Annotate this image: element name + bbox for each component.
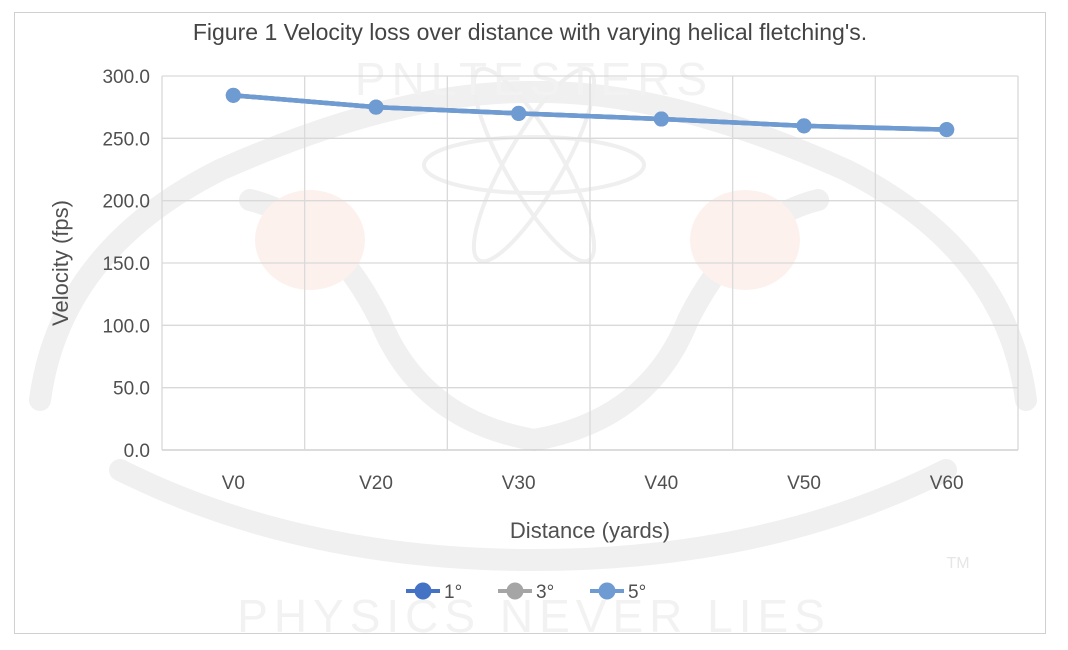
legend-label: 5° <box>628 582 646 603</box>
y-tick-label: 50.0 <box>113 379 150 400</box>
x-tick-label: V40 <box>644 473 678 494</box>
legend-marker <box>414 582 432 600</box>
x-axis-title: Distance (yards) <box>510 518 670 543</box>
legend-label: 3° <box>536 582 554 603</box>
data-point <box>939 122 955 138</box>
legend-marker <box>598 582 616 600</box>
legend-label: 1° <box>444 582 462 603</box>
y-tick-label: 200.0 <box>102 192 150 213</box>
x-axis-ticks: V0 V20 V30 V40 V50 V60 <box>222 473 964 494</box>
legend-item: 3° <box>498 582 554 603</box>
watermark-bottom-text: PHYSICS NEVER LIES <box>237 590 831 642</box>
watermark-top-text: PNLTESTERS <box>355 53 713 105</box>
data-point <box>511 105 527 121</box>
y-tick-label: 250.0 <box>102 129 150 150</box>
x-tick-label: V50 <box>787 473 821 494</box>
y-tick-label: 150.0 <box>102 254 150 275</box>
data-point <box>368 99 384 115</box>
y-axis-ticks: 0.0 50.0 100.0 150.0 200.0 250.0 300.0 <box>102 67 150 462</box>
series-line <box>231 93 949 132</box>
legend-marker <box>506 582 524 600</box>
x-tick-label: V0 <box>222 473 245 494</box>
data-point <box>796 118 812 134</box>
y-tick-label: 300.0 <box>102 67 150 88</box>
gridlines <box>161 75 1019 451</box>
y-tick-label: 0.0 <box>124 441 150 462</box>
series-layer <box>225 87 955 138</box>
watermark-logo: PNLTESTERS PHYSICS NEVER LIES TM <box>29 53 1037 642</box>
legend: 1° 3° 5° <box>406 582 646 603</box>
chart-title: Figure 1 Velocity loss over distance wit… <box>193 19 867 45</box>
legend-item: 5° <box>590 582 646 603</box>
watermark-tm: TM <box>946 555 969 572</box>
x-tick-label: V20 <box>359 473 393 494</box>
y-axis-title: Velocity (fps) <box>48 200 73 326</box>
x-tick-label: V30 <box>502 473 536 494</box>
x-tick-label: V60 <box>930 473 964 494</box>
legend-item: 1° <box>406 582 462 603</box>
data-point <box>225 87 241 103</box>
y-tick-label: 100.0 <box>102 316 150 337</box>
data-point <box>653 111 669 127</box>
